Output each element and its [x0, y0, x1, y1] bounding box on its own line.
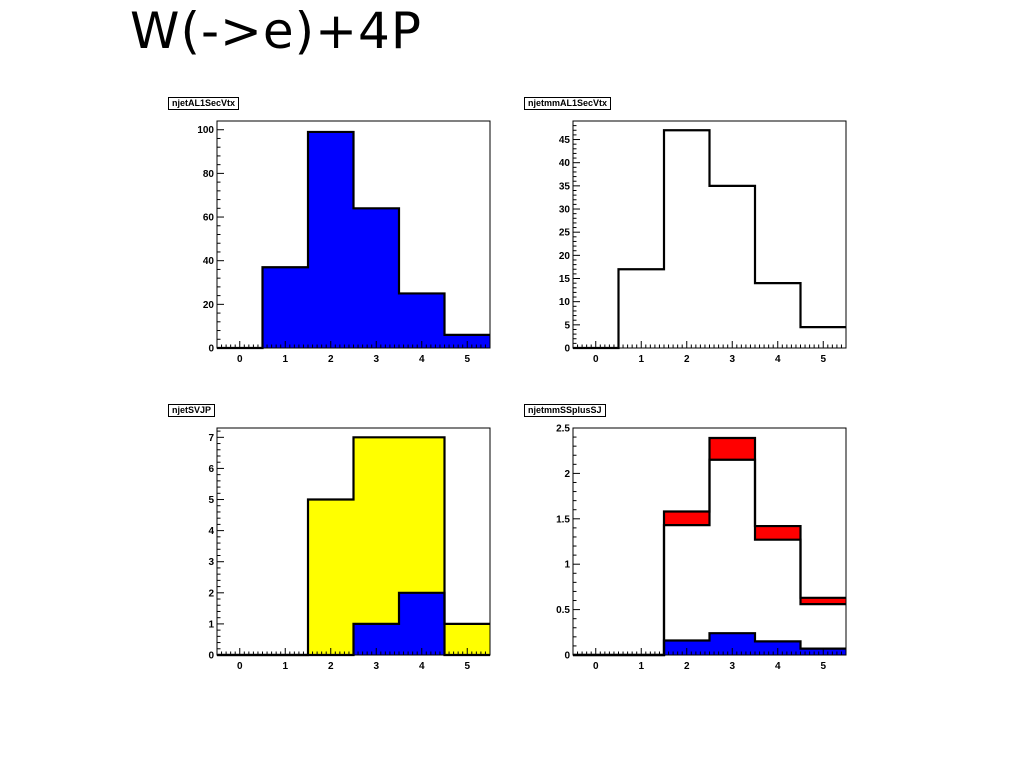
x-tick-label: 3: [373, 661, 379, 672]
y-tick-label: 3: [208, 557, 214, 568]
y-tick-label: 60: [203, 213, 215, 224]
x-tick-label: 1: [282, 354, 288, 365]
y-tick-label: 80: [203, 169, 215, 180]
chart-3: 0 1 2 3 4 5 6 7 0 1 2 3 4 5: [208, 427, 491, 672]
x-tick-label: 3: [729, 661, 735, 672]
chart-panel-3: njetSVJP 0 1 2 3 4 5 6 7 0 1 2 3 4 5: [168, 404, 508, 694]
y-tick-label: 30: [559, 205, 571, 216]
slide-title: W(->e)+4P: [130, 2, 423, 60]
y-tick-label: 2.5: [556, 424, 570, 435]
x-tick-label: 4: [775, 661, 781, 672]
y-tick-label: 0: [208, 344, 214, 355]
y-tick-label: 35: [559, 181, 571, 192]
bar-2-bin-3: [709, 459, 755, 655]
x-tick-label: 4: [419, 661, 425, 672]
y-tick-label: 0: [564, 344, 570, 355]
bar-1-bin-3: [353, 208, 399, 348]
y-tick-label: 20: [559, 251, 571, 262]
chart-panel-4: njetmmSSplusSJ 0 0.5 1 1.5 2 2.5 0 1 2 3 4 5: [524, 404, 864, 694]
chart-panel-1: njetAL1SecVtx 0 20 40 60 80 100 0 1 2 3 4 5: [168, 97, 508, 387]
y-tick-label: 0: [564, 651, 570, 662]
x-tick-label: 0: [237, 354, 243, 365]
chart-label-3: njetSVJP: [168, 404, 216, 417]
x-tick-label: 0: [237, 661, 243, 672]
bar-1-bin-4: [399, 293, 445, 348]
bar-3-bin-2: [664, 640, 710, 655]
x-tick-label: 0: [593, 354, 599, 365]
y-tick-label: 4: [208, 526, 214, 537]
chart-label-2: njetmmAL1SecVtx: [524, 97, 612, 110]
x-tick-label: 3: [373, 354, 379, 365]
y-tick-label: 0.5: [556, 605, 570, 616]
bar-3-bin-3: [709, 633, 755, 655]
y-tick-label: 5: [208, 495, 214, 506]
bar-1-bin-3: [353, 437, 399, 655]
x-tick-label: 4: [419, 354, 425, 365]
series-outline-1: [573, 129, 846, 350]
y-tick-label: 5: [564, 320, 570, 331]
x-tick-label: 5: [464, 354, 470, 365]
x-tick-label: 2: [684, 661, 690, 672]
y-tick-label: 20: [203, 300, 215, 311]
y-tick-label: 1.5: [556, 514, 570, 525]
bar-2-bin-5: [800, 604, 846, 655]
x-tick-label: 5: [820, 661, 826, 672]
y-tick-label: 1: [564, 560, 570, 571]
bar-2-bin-4: [399, 592, 445, 655]
y-tick-label: 15: [559, 274, 571, 285]
y-tick-label: 6: [208, 464, 214, 475]
bar-1-bin-2: [308, 499, 354, 655]
chart-panel-2: njetmmAL1SecVtx 0 5 10 15 20 25 30 35 40 45 0 1 2 3 4 5: [524, 97, 864, 387]
bar-1-bin-1: [262, 267, 308, 348]
y-tick-label: 45: [559, 135, 571, 146]
bar-1-bin-2: [308, 131, 354, 348]
x-tick-label: 3: [729, 354, 735, 365]
chart-label-4: njetmmSSplusSJ: [524, 404, 606, 417]
y-tick-label: 100: [197, 125, 214, 136]
bar-2-bin-2: [664, 525, 710, 655]
y-tick-label: 7: [208, 433, 214, 444]
y-tick-label: 2: [564, 469, 570, 480]
x-tick-label: 1: [638, 661, 644, 672]
chart-4: 0 0.5 1 1.5 2 2.5 0 1 2 3 4 5: [556, 424, 847, 672]
x-tick-label: 5: [464, 661, 470, 672]
series-outline-1: [217, 130, 490, 350]
x-tick-label: 5: [820, 354, 826, 365]
chart-label-1: njetAL1SecVtx: [168, 97, 240, 110]
y-tick-label: 2: [208, 588, 214, 599]
y-tick-label: 10: [559, 297, 571, 308]
x-tick-label: 2: [328, 661, 334, 672]
x-tick-label: 1: [638, 354, 644, 365]
x-tick-label: 0: [593, 661, 599, 672]
x-tick-label: 2: [684, 354, 690, 365]
y-tick-label: 40: [559, 158, 571, 169]
chart-1: 0 20 40 60 80 100 0 1 2 3 4 5: [197, 120, 491, 365]
x-tick-label: 2: [328, 354, 334, 365]
y-tick-label: 0: [208, 651, 214, 662]
y-tick-label: 25: [559, 228, 571, 239]
x-tick-label: 4: [775, 354, 781, 365]
x-tick-label: 1: [282, 661, 288, 672]
bar-2-bin-4: [755, 539, 801, 655]
y-tick-label: 1: [208, 619, 214, 630]
y-tick-label: 40: [203, 256, 215, 267]
